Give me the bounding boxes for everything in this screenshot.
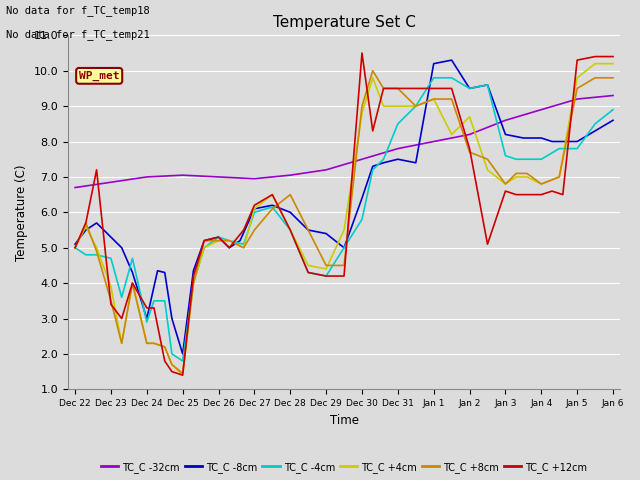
Legend: TC_C -32cm, TC_C -8cm, TC_C -4cm, TC_C +4cm, TC_C +8cm, TC_C +12cm: TC_C -32cm, TC_C -8cm, TC_C -4cm, TC_C +… xyxy=(97,458,591,477)
Text: No data for f_TC_temp18: No data for f_TC_temp18 xyxy=(6,5,150,16)
Y-axis label: Temperature (C): Temperature (C) xyxy=(15,164,28,261)
X-axis label: Time: Time xyxy=(330,414,358,427)
Text: WP_met: WP_met xyxy=(79,71,120,81)
Title: Temperature Set C: Temperature Set C xyxy=(273,15,415,30)
Text: No data for f_TC_temp21: No data for f_TC_temp21 xyxy=(6,29,150,40)
